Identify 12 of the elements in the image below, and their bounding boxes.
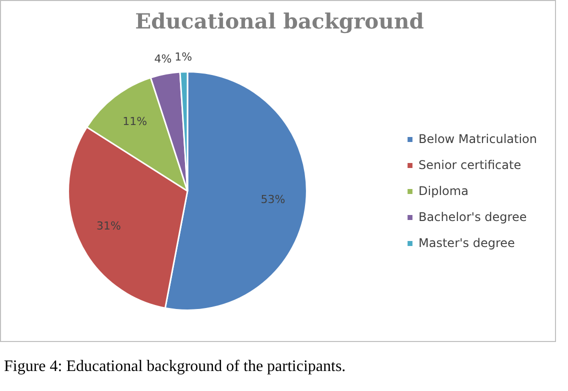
data-label: 11% [122,115,148,128]
chart-title: Educational background [135,8,424,34]
legend-label: Diploma [418,184,468,198]
data-label: 4% [154,52,172,66]
data-label: 1% [174,50,192,64]
data-label: 53% [260,192,286,206]
legend-label: Master's degree [418,236,515,250]
data-label: 31% [96,219,121,232]
legend-label: Below Matriculation [418,132,537,146]
legend-label: Senior certificate [418,158,522,172]
caption: Figure 4: Educational background of the participants. [4,357,346,377]
legend-label: Bachelor's degree [418,210,527,224]
